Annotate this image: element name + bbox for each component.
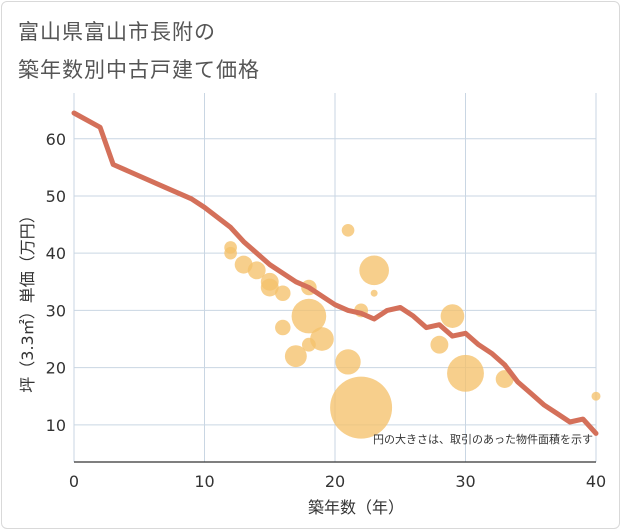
bubble-point [335, 349, 361, 375]
bubble-point [330, 376, 393, 439]
x-axis-label: 築年数（年） [308, 498, 404, 517]
bubble-point [247, 261, 266, 280]
bubble-point [430, 335, 449, 354]
bubble-point [447, 354, 484, 392]
bubble-point [440, 304, 465, 328]
chart-title-line2: 築年数別中古戸建て価格 [18, 58, 260, 82]
y-tick-label: 40 [46, 244, 66, 263]
y-tick-label: 30 [46, 301, 66, 320]
bubble-point [359, 255, 389, 286]
bubble-point [291, 298, 327, 334]
y-axis-label: 坪（3.3㎡）単価（万円） [18, 207, 37, 392]
chart-title-line1: 富山県富山市長附の [18, 20, 216, 44]
y-tick-label: 50 [46, 187, 66, 206]
y-tick-label: 20 [46, 359, 66, 378]
axes: 0 10 20 30 40 10 20 30 40 50 60 [46, 130, 607, 491]
bubble-point [310, 327, 334, 351]
line-layer [71, 110, 599, 436]
bubble-point [275, 285, 291, 301]
bubble-point [284, 345, 307, 368]
bubble-point [341, 223, 355, 237]
x-tick-label: 40 [586, 472, 606, 491]
x-tick-label: 30 [455, 472, 475, 491]
average-price-line [71, 110, 599, 436]
y-tick-label: 10 [46, 416, 66, 435]
bubble-point [370, 289, 378, 297]
x-tick-label: 20 [325, 472, 345, 491]
grid [73, 93, 597, 462]
bubble-point [591, 391, 601, 401]
bubble-point [224, 241, 237, 254]
bubble-point [260, 278, 279, 297]
x-tick-label: 0 [69, 472, 79, 491]
x-tick-label: 10 [194, 472, 214, 491]
bubble-point [275, 319, 291, 336]
y-tick-label: 60 [46, 130, 66, 149]
bubble-size-note: 円の大きさは、取引のあった物件面積を示す [373, 432, 593, 446]
